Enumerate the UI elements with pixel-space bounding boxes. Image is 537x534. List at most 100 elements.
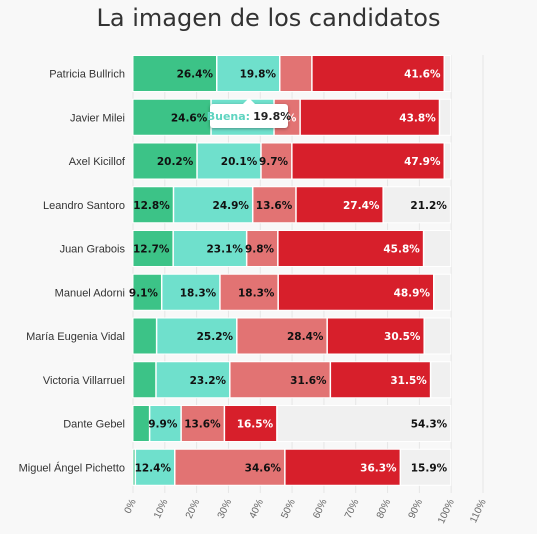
bar-segment[interactable]	[155, 361, 231, 399]
bar-segment[interactable]	[279, 55, 313, 92]
x-tick-label: 100%	[436, 498, 457, 526]
tooltip: Buena: 19.8%	[206, 98, 291, 128]
bar-segment[interactable]	[132, 55, 217, 92]
data-label: 54.3%	[411, 419, 448, 431]
bar-segment[interactable]	[132, 186, 174, 224]
data-label: 12.7%	[133, 244, 170, 256]
bar-segment[interactable]	[260, 142, 293, 180]
x-tick-label: 90%	[407, 498, 425, 521]
candidate-name: María Eugenia Vidal	[26, 331, 125, 343]
bar-segment[interactable]	[156, 317, 238, 355]
data-label: 34.6%	[245, 462, 282, 474]
bar-segment[interactable]	[311, 55, 445, 92]
x-tick-label: 60%	[311, 498, 329, 521]
bar-segment[interactable]	[229, 361, 331, 399]
data-label: 20.1%	[221, 156, 258, 168]
bar-segment[interactable]	[180, 405, 225, 442]
bar-segment[interactable]	[132, 98, 212, 136]
x-tick-label: 0%	[123, 498, 139, 516]
bar-segment[interactable]	[433, 273, 452, 311]
x-tick-label: 30%	[216, 498, 234, 521]
bar-segment[interactable]	[444, 142, 452, 180]
tooltip-series-label: Buena:	[206, 109, 251, 123]
bar-segment[interactable]	[172, 230, 247, 267]
x-tick-label: 10%	[152, 498, 170, 521]
bar-segment[interactable]	[196, 142, 262, 180]
data-label: 45.8%	[383, 244, 420, 256]
data-label: 28.4%	[287, 331, 324, 343]
candidate-name: Miguel Ángel Pichetto	[19, 461, 125, 474]
data-label: 43.8%	[399, 112, 436, 124]
bar-segment[interactable]	[132, 448, 136, 486]
bar-segment[interactable]	[132, 317, 157, 355]
chart-title: La imagen de los candidatos	[96, 4, 441, 32]
bar-segment[interactable]	[276, 405, 452, 442]
bar-segment[interactable]	[174, 448, 286, 486]
bar-segment[interactable]	[400, 448, 452, 486]
data-label: 16.5%	[237, 419, 274, 431]
data-label: 13.6%	[184, 419, 221, 431]
data-label: 18.3%	[180, 287, 217, 299]
candidate-name: Dante Gebel	[63, 419, 125, 431]
bar-segment[interactable]	[224, 405, 278, 442]
bar-segment[interactable]	[132, 405, 150, 442]
data-label: 12.8%	[133, 200, 170, 212]
candidate-name: Victoria Villarruel	[43, 375, 125, 387]
bar-segment[interactable]	[326, 317, 425, 355]
x-tick-label: 110%	[468, 498, 489, 525]
data-label: 9.8%	[245, 244, 275, 256]
candidate-name: Leandro Santoro	[43, 200, 125, 212]
data-label: 23.2%	[190, 375, 227, 387]
data-label: 24.6%	[171, 112, 208, 124]
bar-segment[interactable]	[430, 361, 452, 399]
data-label: 31.5%	[390, 375, 427, 387]
bar-segment[interactable]	[219, 273, 279, 311]
bar-segment[interactable]	[439, 98, 452, 136]
data-label: 9.1%	[129, 287, 159, 299]
bar-segment[interactable]	[423, 230, 452, 267]
data-label: 41.6%	[404, 69, 441, 81]
bar-segment[interactable]	[236, 317, 328, 355]
bars[interactable]: 26.4% 19.8% 41.6% 24.6% 43.8% 20.2% 20.1% 9.7% 4…	[129, 55, 452, 486]
x-tick-label: 40%	[248, 498, 266, 521]
x-tick-label: 50%	[279, 498, 297, 521]
x-tick-label: 80%	[375, 498, 393, 521]
x-tick-label: 70%	[343, 498, 361, 521]
data-label: 15.9%	[411, 462, 448, 474]
bar-segment[interactable]	[277, 230, 424, 267]
bar-segment[interactable]	[149, 405, 182, 442]
candidate-labels: Patricia Bullrich Javier Milei Axel Kicill…	[19, 69, 126, 475]
data-label: 23.1%	[206, 244, 243, 256]
data-label: 19.8%	[240, 69, 277, 81]
candidate-name: Manuel Adorni	[55, 287, 125, 299]
bar-segment[interactable]	[330, 361, 431, 399]
bar-segment[interactable]	[132, 273, 162, 311]
bar-segment[interactable]	[161, 273, 221, 311]
x-axis-ticks: 0% 10% 20% 30% 40% 50% 60% 70% 80% 90% 100% 110%	[123, 498, 489, 526]
tooltip-arrow	[243, 98, 255, 104]
x-tick-label: 20%	[184, 498, 202, 521]
data-label: 48.9%	[394, 287, 431, 299]
bar-segment[interactable]	[284, 448, 401, 486]
bar-segment[interactable]	[299, 98, 440, 136]
bar-segment[interactable]	[444, 55, 452, 92]
bar-segment[interactable]	[382, 186, 451, 224]
bar-segment[interactable]	[132, 230, 174, 267]
bar-segment[interactable]	[291, 142, 445, 180]
data-label: 13.6%	[256, 200, 293, 212]
bar-segment[interactable]	[277, 273, 434, 311]
bar-segment[interactable]	[132, 361, 157, 399]
data-label: 36.3%	[360, 462, 397, 474]
data-label: 9.7%	[259, 156, 289, 168]
data-label: 12.4%	[135, 462, 172, 474]
bar-segment[interactable]	[246, 230, 279, 267]
bar-segment[interactable]	[423, 317, 452, 355]
data-label: 18.3%	[238, 287, 275, 299]
candidate-name: Patricia Bullrich	[49, 69, 125, 81]
bar-segment[interactable]	[295, 186, 384, 224]
data-label: 20.2%	[157, 156, 194, 168]
bar-segment[interactable]	[252, 186, 297, 224]
data-label: 31.6%	[290, 375, 327, 387]
candidate-name: Axel Kicillof	[69, 156, 126, 168]
